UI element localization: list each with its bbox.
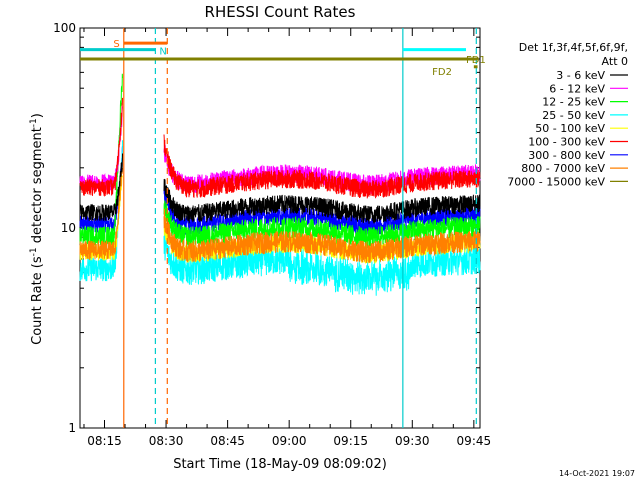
legend-entry-label: 800 - 7000 keV [521,162,605,175]
legend-entry-label: 300 - 800 keV [528,149,605,162]
series-line-post [163,178,481,224]
legend-header-line-1: Det 1f,3f,4f,5f,6f,9f, [519,41,628,54]
timestamp: 14-Oct-2021 19:07 [559,469,635,478]
series-line-pre [79,140,123,282]
annotation-label: S [113,39,119,50]
legend-entry-label: 12 - 25 keV [542,96,605,109]
y-axis-label-main: Count Rate (s [30,256,45,345]
legend-entry-label: 3 - 6 keV [556,69,605,82]
x-tick-label: 09:00 [272,434,307,448]
y-axis-label-sup1: -1 [29,247,39,256]
series-line-pre [79,73,123,247]
legend-entry-label: 25 - 50 keV [542,109,605,122]
series-line-pre [79,153,123,221]
plot-area: 1 10 100 08:15 08:30 08:45 09:00 09:15 09:30 09:4… [53,21,491,448]
annotation-label: FD2 [432,67,452,78]
x-tick-label: 09:30 [395,434,430,448]
legend-header-line-2: Att 0 [602,55,628,68]
x-axis-label: Start Time (18-May-09 08:09:02) [173,457,387,472]
series-line-post [163,134,481,199]
series-line-post [163,208,481,264]
legend-entry-label: 100 - 300 keV [528,136,605,149]
annotation-label: FD1 [466,55,486,66]
series-line-post [163,200,481,249]
y-tick-label: 100 [53,21,76,35]
y-axis-label-sup2: -1 [29,118,39,127]
x-tick-label: 08:15 [87,434,122,448]
y-axis-label-mid: detector segment [30,127,45,247]
x-tick-label: 08:45 [210,434,245,448]
legend-entry-label: 7000 - 15000 keV [507,175,605,188]
legend: Det 1f,3f,4f,5f,6f,9f, Att 0 3 - 6 keV6 … [507,41,628,188]
legend-entry-label: 6 - 12 keV [549,82,605,95]
series-line-pre [79,97,123,197]
y-tick-label: 1 [68,421,76,435]
legend-entry-label: 50 - 100 keV [535,122,605,135]
x-tick-label: 09:15 [333,434,368,448]
series-line-pre [79,167,123,260]
y-tick-label: 10 [61,221,76,235]
x-tick-label: 09:45 [457,434,492,448]
series-line-post [163,232,481,296]
y-axis-label: Count Rate (s-1 detector segment-1) [29,113,45,345]
y-axis-label-end: ) [30,113,45,118]
chart-title: RHESSI Count Rates [205,3,356,21]
x-tick-label: 08:30 [149,434,184,448]
annotation-label: N [159,47,166,58]
